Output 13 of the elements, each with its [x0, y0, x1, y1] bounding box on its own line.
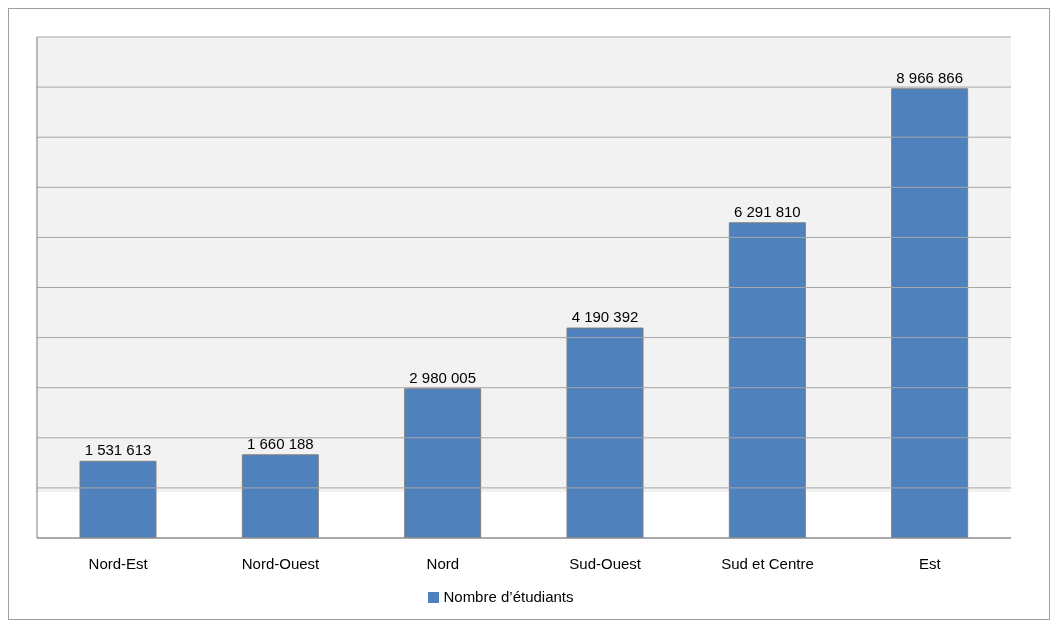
x-tick-label: Nord-Est	[88, 554, 149, 572]
x-tick-label: Nord-Ouest	[241, 554, 321, 572]
data-label: 6 291 810	[733, 202, 801, 220]
data-label: 8 966 866	[896, 68, 964, 86]
data-label: 4 190 392	[571, 308, 639, 326]
x-tick-label: Sud et Centre	[721, 554, 814, 572]
x-tick-label: Sud-Ouest	[569, 554, 642, 572]
legend-label: Nombre d’étudiants	[443, 588, 574, 605]
data-label: 1 660 188	[246, 434, 314, 452]
x-tick-label: Nord	[426, 554, 460, 572]
data-label: 2 980 005	[409, 368, 477, 386]
data-label: 1 531 613	[84, 441, 152, 459]
x-tick-label: Est	[918, 554, 942, 572]
